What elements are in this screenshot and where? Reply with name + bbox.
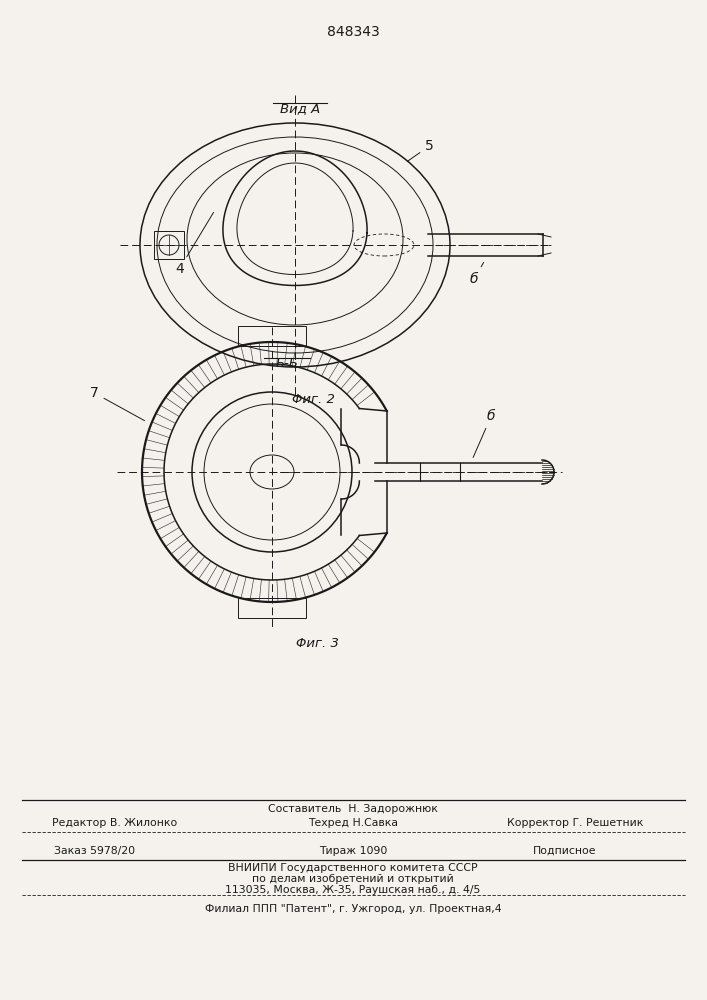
Bar [154, 231, 184, 259]
Text: Вид А: Вид А [280, 102, 320, 115]
Text: Корректор Г. Решетник: Корректор Г. Решетник [507, 818, 643, 828]
Text: Подписное: Подписное [533, 846, 597, 856]
Text: Б-Б: Б-Б [276, 357, 298, 370]
Text: Заказ 5978/20: Заказ 5978/20 [54, 846, 136, 856]
Text: Составитель  Н. Задорожнюк: Составитель Н. Задорожнюк [268, 804, 438, 814]
Bar [238, 598, 306, 618]
Text: 4: 4 [175, 212, 214, 276]
Text: ВНИИПИ Государственного комитета СССР: ВНИИПИ Государственного комитета СССР [228, 863, 478, 873]
Text: 113035, Москва, Ж-35, Раушская наб., д. 4/5: 113035, Москва, Ж-35, Раушская наб., д. … [226, 885, 481, 895]
Text: 7: 7 [90, 386, 144, 421]
Text: 5: 5 [407, 139, 434, 161]
Bar [238, 326, 306, 346]
Text: 848343: 848343 [327, 25, 380, 39]
Text: по делам изобретений и открытий: по делам изобретений и открытий [252, 874, 454, 884]
Text: Филиал ППП "Патент", г. Ужгород, ул. Проектная,4: Филиал ППП "Патент", г. Ужгород, ул. Про… [205, 904, 501, 914]
Text: Техред Н.Савка: Техред Н.Савка [308, 818, 398, 828]
Text: б: б [470, 262, 484, 286]
Text: Φиг. 2: Φиг. 2 [291, 393, 334, 406]
Text: Φиг. 3: Φиг. 3 [296, 637, 339, 650]
Text: б: б [473, 409, 496, 457]
Text: Тираж 1090: Тираж 1090 [319, 846, 387, 856]
Text: Редактор В. Жилонко: Редактор В. Жилонко [52, 818, 177, 828]
